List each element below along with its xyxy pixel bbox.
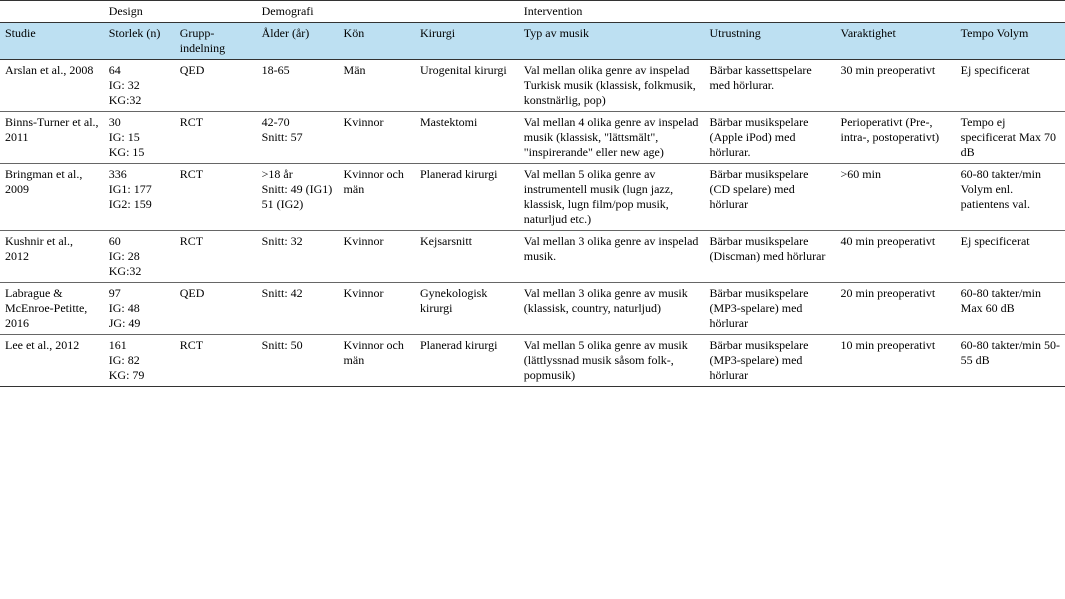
cell-studie: Kushnir et al., 2012 — [0, 231, 104, 283]
col-storlek: Storlek (n) — [104, 23, 175, 60]
cell-typ: Val mellan 5 olika genre av instrumentel… — [519, 164, 705, 231]
cell-varaktighet: 10 min preoperativt — [836, 335, 956, 387]
cell-storlek: 97IG: 48JG: 49 — [104, 283, 175, 335]
cell-alder: Snitt: 32 — [257, 231, 339, 283]
table-row: Arslan et al., 200864IG: 32KG:32QED18-65… — [0, 60, 1065, 112]
cell-kon: Kvinnor och män — [339, 164, 415, 231]
cell-alder: Snitt: 50 — [257, 335, 339, 387]
cell-varaktighet: Perioperativt (Pre-, intra-, postoperati… — [836, 112, 956, 164]
cell-storlek: 64IG: 32KG:32 — [104, 60, 175, 112]
table-row: Bringman et al., 2009336IG1: 177IG2: 159… — [0, 164, 1065, 231]
cell-alder: 42-70Snitt: 57 — [257, 112, 339, 164]
col-grupp: Grupp-indelning — [175, 23, 257, 60]
cell-storlek: 30IG: 15KG: 15 — [104, 112, 175, 164]
table-row: Kushnir et al., 201260IG: 28KG:32RCTSnit… — [0, 231, 1065, 283]
cell-kirurgi: Planerad kirurgi — [415, 335, 519, 387]
col-varaktighet: Varaktighet — [836, 23, 956, 60]
cell-tempo: 60-80 takter/min Max 60 dB — [956, 283, 1065, 335]
cell-utrustning: Bärbar musikspelare (CD spelare) med hör… — [704, 164, 835, 231]
col-alder: Ålder (år) — [257, 23, 339, 60]
cell-typ: Val mellan olika genre av inspelad Turki… — [519, 60, 705, 112]
col-kon: Kön — [339, 23, 415, 60]
cell-kirurgi: Planerad kirurgi — [415, 164, 519, 231]
cell-storlek: 336IG1: 177IG2: 159 — [104, 164, 175, 231]
cell-studie: Arslan et al., 2008 — [0, 60, 104, 112]
cell-utrustning: Bärbar musikspelare (Apple iPod) med hör… — [704, 112, 835, 164]
cell-studie: Bringman et al., 2009 — [0, 164, 104, 231]
table-row: Labrague & McEnroe-Petitte, 201697IG: 48… — [0, 283, 1065, 335]
cell-kon: Kvinnor — [339, 231, 415, 283]
cell-studie: Binns-Turner et al., 2011 — [0, 112, 104, 164]
table-row: Lee et al., 2012161IG: 82KG: 79RCTSnitt:… — [0, 335, 1065, 387]
col-kirurgi: Kirurgi — [415, 23, 519, 60]
cell-alder: 18-65 — [257, 60, 339, 112]
cell-studie: Labrague & McEnroe-Petitte, 2016 — [0, 283, 104, 335]
cell-utrustning: Bärbar musikspelare (MP3-spelare) med hö… — [704, 283, 835, 335]
column-header-row: Studie Storlek (n) Grupp-indelning Ålder… — [0, 23, 1065, 60]
cell-grupp: RCT — [175, 231, 257, 283]
cell-kirurgi: Urogenital kirurgi — [415, 60, 519, 112]
cell-kon: Kvinnor — [339, 112, 415, 164]
cell-typ: Val mellan 5 olika genre av musik (lättl… — [519, 335, 705, 387]
cell-utrustning: Bärbar musikspelare (Discman) med hörlur… — [704, 231, 835, 283]
cell-varaktighet: 30 min preoperativt — [836, 60, 956, 112]
col-typ: Typ av musik — [519, 23, 705, 60]
cell-typ: Val mellan 3 olika genre av inspelad mus… — [519, 231, 705, 283]
study-table: Design Demografi Intervention Studie Sto… — [0, 0, 1065, 387]
table-row: Binns-Turner et al., 201130IG: 15KG: 15R… — [0, 112, 1065, 164]
cell-grupp: QED — [175, 283, 257, 335]
cell-alder: >18 årSnitt: 49 (IG1)51 (IG2) — [257, 164, 339, 231]
col-tempo: Tempo Volym — [956, 23, 1065, 60]
group-design: Design — [104, 1, 257, 23]
cell-studie: Lee et al., 2012 — [0, 335, 104, 387]
cell-storlek: 60IG: 28KG:32 — [104, 231, 175, 283]
cell-grupp: RCT — [175, 164, 257, 231]
cell-kon: Män — [339, 60, 415, 112]
cell-tempo: Tempo ej specificerat Max 70 dB — [956, 112, 1065, 164]
blank-cell — [0, 1, 104, 23]
cell-kon: Kvinnor — [339, 283, 415, 335]
cell-utrustning: Bärbar musikspelare (MP3-spelare) med hö… — [704, 335, 835, 387]
cell-tempo: Ej specificerat — [956, 60, 1065, 112]
cell-grupp: QED — [175, 60, 257, 112]
cell-tempo: 60-80 takter/min Volym enl. patientens v… — [956, 164, 1065, 231]
cell-storlek: 161IG: 82KG: 79 — [104, 335, 175, 387]
col-studie: Studie — [0, 23, 104, 60]
cell-varaktighet: 20 min preoperativt — [836, 283, 956, 335]
cell-utrustning: Bärbar kassettspelare med hörlurar. — [704, 60, 835, 112]
cell-typ: Val mellan 4 olika genre av inspelad mus… — [519, 112, 705, 164]
cell-varaktighet: 40 min preoperativt — [836, 231, 956, 283]
group-demografi: Demografi — [257, 1, 519, 23]
cell-typ: Val mellan 3 olika genre av musik (klass… — [519, 283, 705, 335]
cell-varaktighet: >60 min — [836, 164, 956, 231]
cell-kirurgi: Gynekologisk kirurgi — [415, 283, 519, 335]
cell-alder: Snitt: 42 — [257, 283, 339, 335]
cell-kirurgi: Mastektomi — [415, 112, 519, 164]
cell-tempo: Ej specificerat — [956, 231, 1065, 283]
col-utrustning: Utrustning — [704, 23, 835, 60]
cell-grupp: RCT — [175, 112, 257, 164]
group-intervention: Intervention — [519, 1, 1065, 23]
cell-tempo: 60-80 takter/min 50-55 dB — [956, 335, 1065, 387]
group-header-row: Design Demografi Intervention — [0, 1, 1065, 23]
cell-kirurgi: Kejsarsnitt — [415, 231, 519, 283]
cell-kon: Kvinnor och män — [339, 335, 415, 387]
cell-grupp: RCT — [175, 335, 257, 387]
